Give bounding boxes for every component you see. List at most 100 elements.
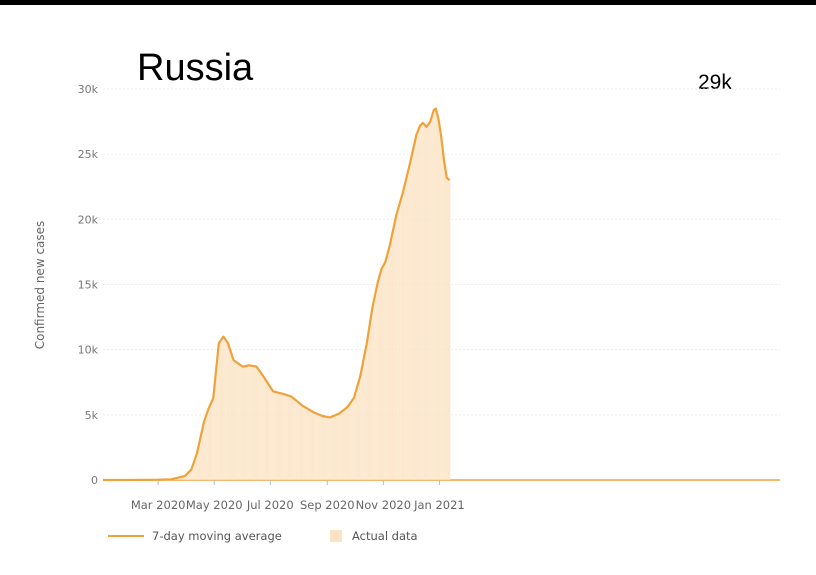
actual-data-bar	[274, 391, 276, 480]
actual-data-bar	[293, 398, 295, 480]
actual-data-bar	[409, 167, 410, 481]
actual-data-bar	[323, 416, 325, 480]
actual-data-bar	[393, 228, 395, 480]
actual-data-bar	[345, 408, 347, 480]
actual-data-bar	[376, 290, 377, 480]
y-axis-ticks: 0 5k 10k 15k 20k 25k 30k	[78, 83, 99, 487]
actual-data-bar	[313, 412, 315, 480]
actual-data-bar	[194, 461, 195, 480]
x-tick-label: May 2020	[186, 498, 243, 512]
actual-data-bar	[321, 415, 323, 480]
actual-data-bar	[242, 366, 244, 480]
actual-data-bar	[410, 159, 412, 480]
actual-data-bar	[447, 178, 449, 480]
actual-data-bar	[221, 339, 223, 480]
actual-data-bar	[256, 366, 258, 480]
actual-data-bar	[342, 410, 344, 480]
actual-data-bar	[416, 134, 418, 480]
actual-data-bar	[291, 396, 293, 480]
actual-data-bar	[399, 202, 401, 480]
actual-data-bar	[289, 396, 291, 480]
actual-data-bar	[360, 375, 362, 480]
actual-data-bar	[367, 337, 369, 480]
actual-data-bar	[347, 407, 349, 480]
actual-data-bar	[207, 410, 209, 480]
actual-data-bar	[445, 171, 447, 481]
actual-data-bar	[232, 357, 234, 480]
actual-data-bar	[277, 392, 279, 480]
actual-data-bar	[366, 343, 368, 480]
actual-data-bar	[380, 272, 382, 480]
actual-data-bar	[351, 401, 352, 480]
actual-data-bar	[228, 343, 229, 480]
actual-data-bar	[219, 341, 221, 480]
actual-data-bar	[387, 255, 388, 480]
y-tick-label: 25k	[78, 148, 99, 161]
actual-data-bar	[282, 393, 283, 480]
actual-data-bar	[358, 382, 360, 480]
actual-data-bar	[333, 415, 335, 480]
actual-data-bar	[423, 123, 425, 481]
actual-data-bar	[257, 367, 259, 480]
actual-data-bar	[438, 118, 440, 480]
actual-data-bar	[196, 453, 198, 480]
actual-data-bar	[212, 399, 214, 480]
actual-data-bar	[385, 262, 386, 480]
x-tick-label: Nov 2020	[356, 498, 411, 512]
actual-data-bar	[223, 336, 225, 480]
actual-data-bar	[265, 379, 267, 480]
actual-data-bar	[260, 371, 261, 480]
legend-area-label: Actual data	[352, 529, 418, 543]
actual-data-bar	[240, 365, 242, 480]
actual-data-bar	[246, 365, 248, 480]
actual-data-bar	[341, 412, 342, 480]
actual-data-bar	[279, 393, 281, 480]
actual-data-bar	[377, 281, 379, 480]
actual-data-bar	[318, 414, 319, 480]
actual-data-bar	[376, 286, 378, 480]
actual-data-bar	[299, 403, 301, 480]
actual-data-bar	[198, 445, 200, 480]
actual-data-bar	[394, 223, 396, 481]
actual-data-bar	[181, 476, 182, 480]
actual-data-bar	[311, 411, 313, 480]
actual-data-bar	[328, 417, 329, 480]
legend-line-label: 7-day moving average	[152, 529, 282, 543]
actual-data-bar	[248, 365, 249, 480]
actual-data-bar	[320, 415, 322, 480]
actual-data-bar	[188, 472, 190, 480]
actual-data-bar	[379, 275, 381, 480]
actual-data-bar	[194, 459, 196, 480]
actual-data-bar	[184, 476, 186, 480]
actual-data-bar	[413, 146, 415, 480]
actual-data-bar	[236, 362, 238, 480]
actual-data-bar	[306, 407, 307, 480]
actual-data-bar	[216, 361, 218, 480]
actual-data-bar	[249, 365, 250, 480]
actual-data-bar	[263, 377, 265, 480]
actual-data-bar	[189, 471, 191, 480]
actual-data-bar	[448, 179, 450, 481]
actual-data-bar	[301, 404, 303, 480]
actual-data-bar	[412, 151, 414, 480]
actual-data-bar	[203, 425, 204, 480]
actual-data-bar	[214, 388, 215, 480]
actual-data-bar	[431, 118, 432, 481]
actual-data-bar	[372, 307, 374, 480]
actual-data-bar	[288, 395, 290, 480]
actual-data-bar	[225, 339, 226, 480]
actual-data-bar	[435, 108, 437, 481]
x-tick-label: Mar 2020	[131, 498, 186, 512]
actual-data-bar	[286, 395, 288, 480]
actual-data-bar	[361, 371, 363, 480]
actual-data-bar	[424, 124, 426, 480]
actual-data-bar	[325, 416, 327, 480]
actual-data-bar	[238, 363, 239, 480]
y-tick-label: 30k	[78, 83, 99, 96]
actual-data-bar	[401, 196, 403, 480]
actual-data-bar	[290, 396, 292, 480]
actual-data-bar	[432, 112, 434, 480]
actual-data-bar	[362, 366, 363, 480]
actual-data-bar	[439, 125, 441, 480]
actual-data-bar	[292, 397, 294, 480]
